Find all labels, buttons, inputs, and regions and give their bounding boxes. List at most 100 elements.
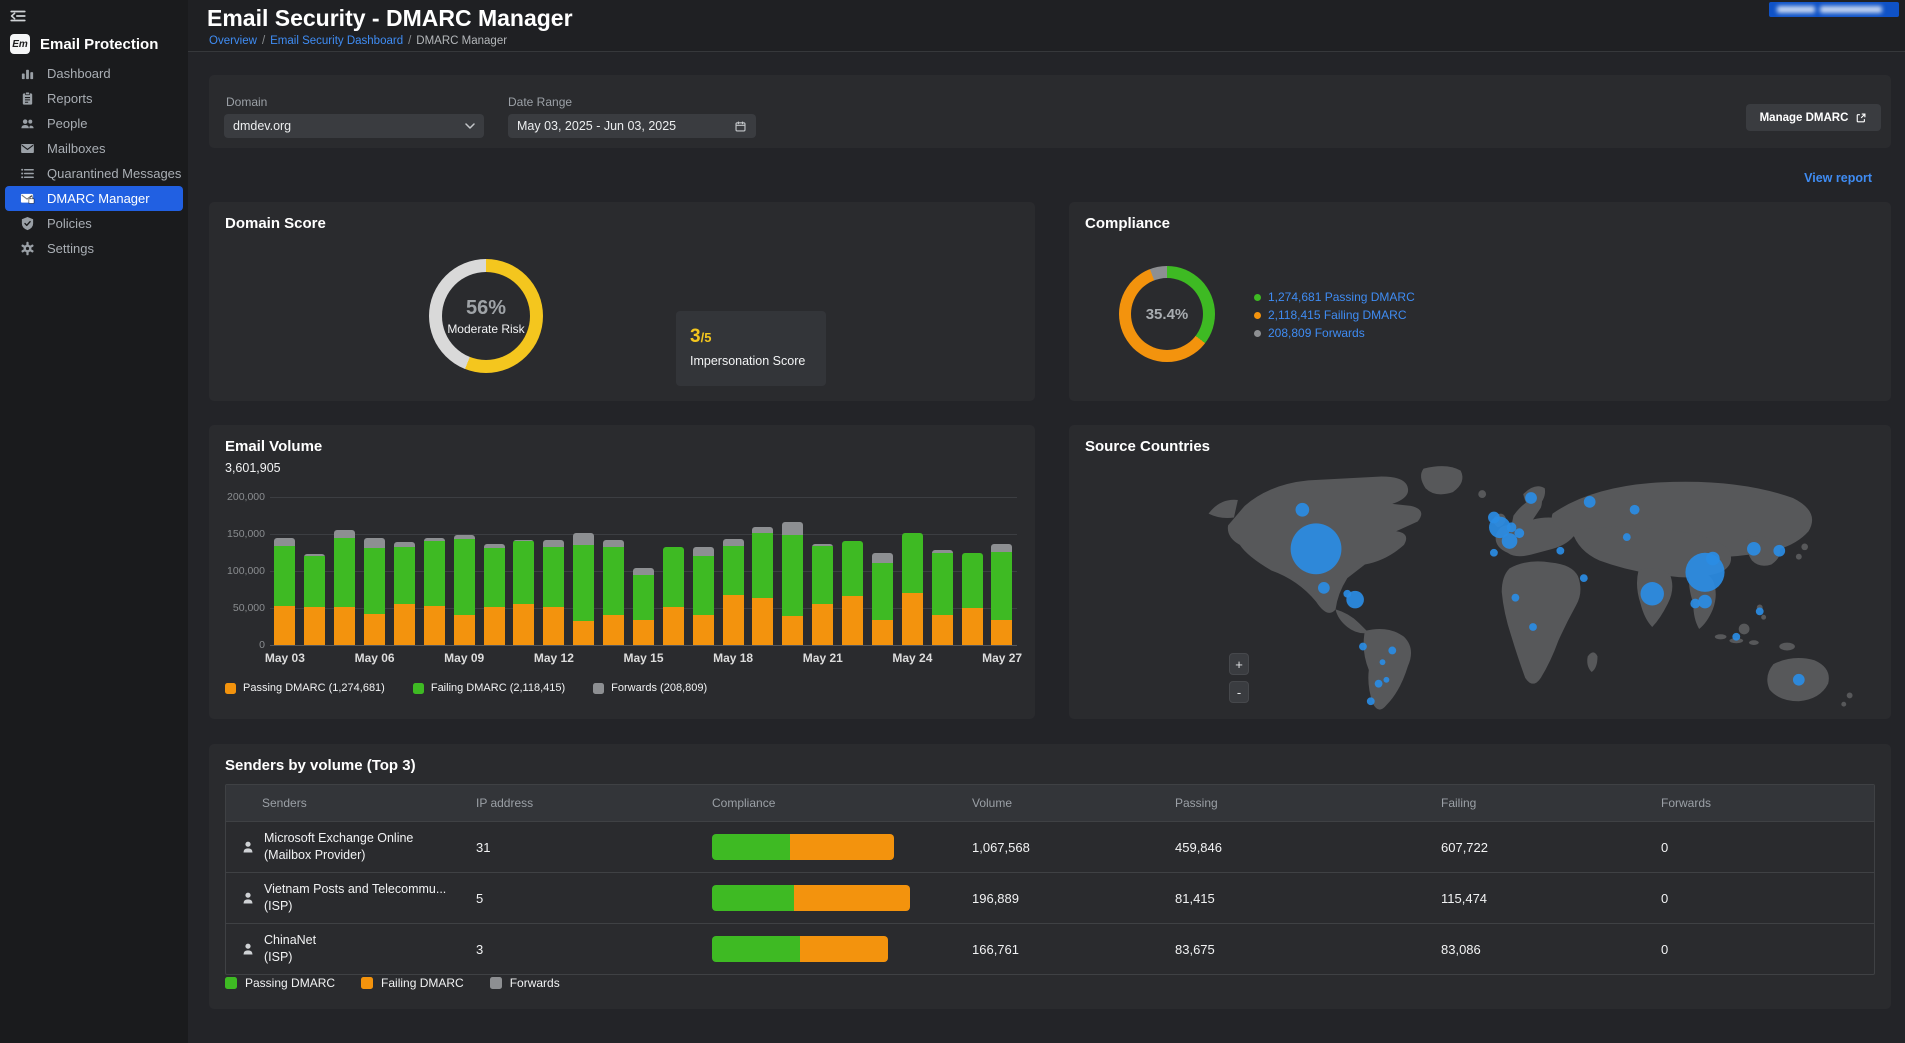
compliance-legend-item-1-274-681-passing-dmarc[interactable]: 1,274,681 Passing DMARC — [1254, 288, 1415, 306]
domain-select[interactable]: dmdev.org — [224, 114, 484, 138]
map-zoom-out-button[interactable]: - — [1229, 681, 1249, 703]
bar-may-20[interactable] — [778, 497, 808, 645]
country-volume-bubble[interactable] — [1705, 551, 1720, 566]
reports-icon — [19, 91, 35, 107]
sidebar-item-policies[interactable]: Policies — [5, 211, 183, 236]
bar-segment-passing-dmarc — [483, 606, 505, 645]
user-badge-redacted[interactable] — [1769, 2, 1899, 17]
sidebar-item-mailboxes[interactable]: Mailboxes — [5, 136, 183, 161]
breadcrumb-email-security-dashboard[interactable]: Email Security Dashboard — [270, 35, 404, 47]
country-volume-bubble[interactable] — [1501, 533, 1518, 549]
country-volume-bubble[interactable] — [1583, 496, 1596, 508]
bar-may-15[interactable] — [629, 497, 659, 645]
x-axis-tick: May 12 — [533, 651, 574, 665]
bar-may-03[interactable] — [270, 497, 300, 645]
sidebar-item-dashboard[interactable]: Dashboard — [5, 61, 183, 86]
country-volume-bubble[interactable] — [1640, 582, 1664, 606]
bar-may-06[interactable] — [360, 497, 390, 645]
person-icon — [240, 890, 256, 906]
country-volume-bubble[interactable] — [1773, 544, 1786, 557]
bar-may-13[interactable] — [569, 497, 599, 645]
date-range-input[interactable]: May 03, 2025 - Jun 03, 2025 — [508, 114, 756, 138]
bar-may-22[interactable] — [838, 497, 868, 645]
country-volume-bubble[interactable] — [1343, 589, 1352, 598]
filter-card: Domain dmdev.org Date Range May 03, 2025… — [209, 75, 1891, 148]
sidebar-item-settings[interactable]: Settings — [5, 236, 183, 261]
country-volume-bubble[interactable] — [1690, 598, 1701, 609]
country-volume-bubble[interactable] — [1792, 673, 1805, 686]
compliance-legend-item-2-118-415-failing-dmarc[interactable]: 2,118,415 Failing DMARC — [1254, 306, 1415, 324]
bar-may-17[interactable] — [688, 497, 718, 645]
country-volume-bubble[interactable] — [1514, 528, 1525, 539]
bar-may-14[interactable] — [599, 497, 629, 645]
bar-may-16[interactable] — [658, 497, 688, 645]
bar-may-23[interactable] — [868, 497, 898, 645]
sidebar-item-reports[interactable]: Reports — [5, 86, 183, 111]
country-volume-bubble[interactable] — [1383, 676, 1390, 683]
bar-segment-forwards — [871, 553, 893, 563]
bar-may-25[interactable] — [927, 497, 957, 645]
country-volume-bubble[interactable] — [1629, 504, 1640, 515]
sidebar-item-quarantined-messages[interactable]: Quarantined Messages — [5, 161, 183, 186]
country-volume-bubble[interactable] — [1579, 574, 1588, 583]
bar-segment-forwards — [603, 539, 625, 547]
x-axis-tick: May 03 — [264, 651, 305, 665]
bar-may-12[interactable] — [539, 497, 569, 645]
manage-dmarc-button[interactable]: Manage DMARC — [1746, 104, 1881, 131]
compliance-legend-item-208-809-forwards[interactable]: 208,809 Forwards — [1254, 324, 1415, 342]
bar-segment-failing-dmarc — [722, 545, 744, 595]
bar-may-18[interactable] — [718, 497, 748, 645]
country-volume-bubble[interactable] — [1622, 533, 1631, 541]
bar-may-11[interactable] — [509, 497, 539, 645]
map-zoom-in-button[interactable]: + — [1229, 653, 1249, 675]
sidebar-item-label: Quarantined Messages — [47, 166, 182, 181]
compliance-bar — [712, 885, 910, 911]
bar-stack — [931, 549, 953, 645]
bar-segment-failing-dmarc — [334, 537, 356, 607]
country-volume-bubble[interactable] — [1525, 492, 1537, 504]
bar-may-10[interactable] — [479, 497, 509, 645]
country-volume-bubble[interactable] — [1732, 632, 1741, 641]
bar-may-04[interactable] — [300, 497, 330, 645]
country-volume-bubble[interactable] — [1379, 659, 1386, 666]
sidebar-item-people[interactable]: People — [5, 111, 183, 136]
country-volume-bubble[interactable] — [1388, 646, 1397, 655]
bar-may-07[interactable] — [390, 497, 420, 645]
country-volume-bubble[interactable] — [1295, 502, 1310, 517]
bar-may-24[interactable] — [897, 497, 927, 645]
collapse-sidebar-icon[interactable] — [9, 7, 27, 25]
ip-count: 3 — [476, 941, 484, 957]
view-report-link[interactable]: View report — [1804, 171, 1872, 185]
country-volume-bubble[interactable] — [1556, 546, 1565, 555]
bar-segment-failing-dmarc — [812, 545, 834, 604]
country-volume-bubble[interactable] — [1290, 523, 1342, 575]
bar-may-27[interactable] — [987, 497, 1017, 645]
country-volume-bubble[interactable] — [1511, 593, 1520, 602]
bar-may-26[interactable] — [957, 497, 987, 645]
bar-may-08[interactable] — [419, 497, 449, 645]
country-volume-bubble[interactable] — [1488, 511, 1500, 524]
gridline — [270, 645, 1017, 646]
country-volume-bubble[interactable] — [1506, 522, 1517, 533]
country-volume-bubble[interactable] — [1698, 594, 1712, 609]
bar-may-21[interactable] — [808, 497, 838, 645]
legend-item-passing-dmarc: Passing DMARC — [225, 976, 335, 990]
bar-may-19[interactable] — [748, 497, 778, 645]
bar-segment-forwards — [692, 547, 714, 556]
bar-segment-forwards — [543, 539, 565, 547]
country-volume-bubble[interactable] — [1318, 582, 1330, 594]
breadcrumb-overview[interactable]: Overview — [209, 35, 257, 47]
country-volume-bubble[interactable] — [1747, 541, 1761, 556]
country-volume-bubble[interactable] — [1374, 679, 1383, 688]
legend-label: Failing DMARC (2,118,415) — [430, 682, 566, 694]
country-volume-bubble[interactable] — [1755, 607, 1764, 616]
country-volume-bubble[interactable] — [1529, 623, 1537, 631]
country-volume-bubble[interactable] — [1490, 548, 1498, 557]
country-volume-bubble[interactable] — [1359, 642, 1367, 651]
bar-may-05[interactable] — [330, 497, 360, 645]
bar-segment-failing-dmarc — [483, 548, 505, 607]
sidebar-item-dmarc-manager[interactable]: DMARC Manager — [5, 186, 183, 211]
bar-may-09[interactable] — [449, 497, 479, 645]
compliance-bar-failing — [793, 885, 910, 911]
country-volume-bubble[interactable] — [1366, 697, 1375, 706]
